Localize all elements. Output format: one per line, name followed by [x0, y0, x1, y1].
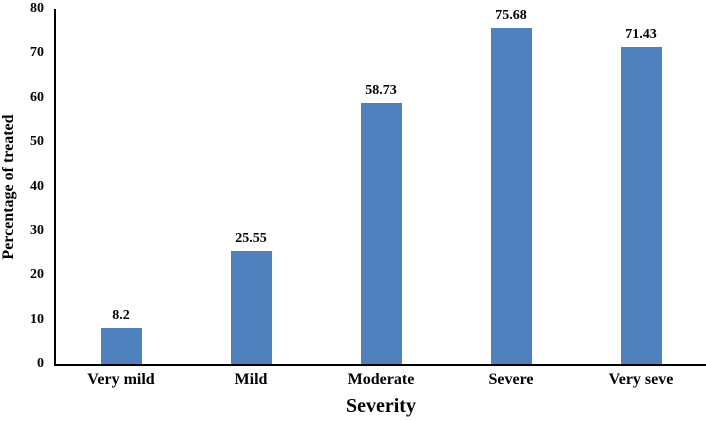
- bar-value-label-moderate: 58.73: [365, 83, 397, 99]
- y-tick-label-40: 40: [30, 178, 44, 194]
- y-tick-label-20: 20: [30, 267, 44, 283]
- bar-mild: 25.55: [230, 231, 272, 364]
- bar-severe: 75.68: [490, 9, 532, 364]
- y-axis-tick-labels: 0 10 20 30 40 50 60 70 80: [0, 2, 44, 371]
- category-label-mild: Mild: [234, 371, 268, 388]
- category-label-very-mild: Very mild: [87, 371, 155, 388]
- y-tick-label-50: 50: [30, 134, 44, 150]
- bar-moderate: 58.73: [360, 84, 402, 364]
- y-tick-label-70: 70: [30, 45, 44, 61]
- category-label-severe: Severe: [488, 371, 534, 388]
- y-tick-label-30: 30: [30, 222, 44, 238]
- x-axis-category-labels: Very mild Mild Moderate Severe Very seve: [56, 372, 706, 388]
- bar-value-label-mild: 25.55: [235, 230, 267, 246]
- bar-group-very-mild: 8.2: [56, 9, 186, 364]
- x-axis-title: Severity: [346, 395, 416, 417]
- y-tick-label-10: 10: [30, 311, 44, 327]
- plot-area: 8.2 25.55 58.73 75.68 71.43: [54, 9, 706, 366]
- y-tick-label-60: 60: [30, 89, 44, 105]
- bar-very-mild: 8.2: [100, 308, 142, 364]
- category-label-very-seve: Very seve: [608, 371, 674, 388]
- bar-group-moderate: 58.73: [316, 9, 446, 364]
- bar-value-label-very-seve: 71.43: [625, 27, 657, 43]
- category-label-moderate: Moderate: [347, 371, 415, 388]
- bar-group-severe: 75.68: [446, 9, 576, 364]
- bar-very-seve: 71.43: [620, 28, 662, 364]
- bar-value-label-severe: 75.68: [495, 8, 527, 24]
- bar-value-label-very-mild: 8.2: [112, 307, 130, 323]
- bar-group-mild: 25.55: [186, 9, 316, 364]
- bar-group-very-seve: 71.43: [576, 9, 706, 364]
- y-tick-label-0: 0: [37, 356, 44, 371]
- y-tick-label-80: 80: [30, 1, 44, 16]
